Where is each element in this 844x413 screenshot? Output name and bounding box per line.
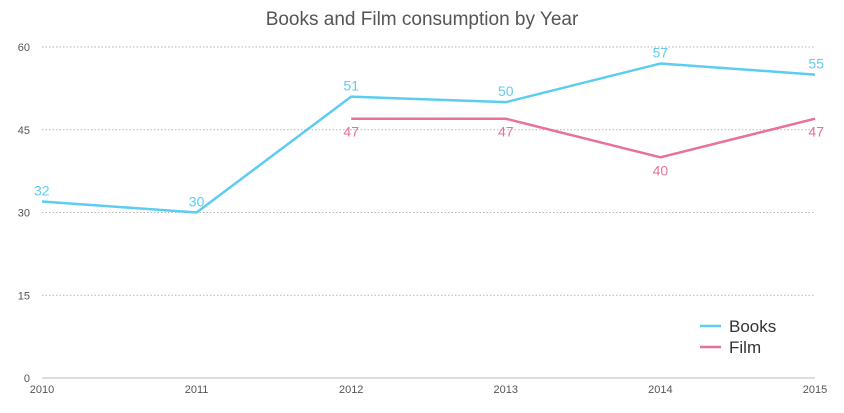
data-label: 47 — [498, 124, 514, 140]
data-label: 50 — [498, 83, 514, 99]
legend-label: Film — [729, 338, 761, 357]
y-tick-label: 15 — [18, 290, 30, 302]
chart-title: Books and Film consumption by Year — [265, 9, 579, 30]
x-tick-label: 2013 — [494, 384, 518, 396]
legend-label: Books — [729, 317, 776, 336]
data-label: 47 — [808, 124, 824, 140]
x-tick-label: 2011 — [185, 384, 209, 396]
y-tick-label: 45 — [18, 125, 30, 137]
y-tick-label: 30 — [18, 208, 30, 220]
series-line-film — [351, 117, 816, 159]
x-tick-label: 2012 — [339, 384, 363, 396]
data-label: 30 — [189, 194, 205, 210]
x-tick-label: 2010 — [30, 384, 54, 396]
data-label: 32 — [34, 182, 50, 198]
data-label: 47 — [343, 124, 359, 140]
x-tick-label: 2014 — [648, 384, 672, 396]
series-line-books — [41, 62, 816, 214]
x-tick-label: 2015 — [803, 384, 827, 396]
data-label: 40 — [653, 162, 669, 178]
data-label: 51 — [343, 78, 359, 94]
y-tick-label: 0 — [24, 373, 30, 385]
data-label: 55 — [808, 56, 824, 72]
y-tick-label: 60 — [18, 42, 30, 54]
data-label: 57 — [653, 45, 669, 61]
